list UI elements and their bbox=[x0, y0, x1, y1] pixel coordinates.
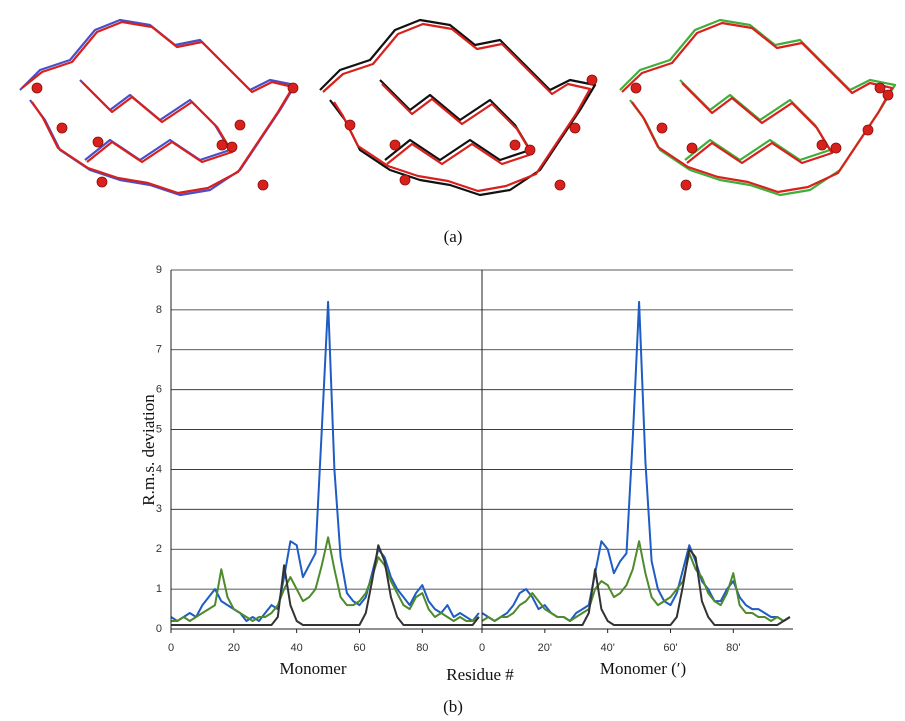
x-tick-label: 80 bbox=[416, 642, 428, 654]
y-tick-label: 8 bbox=[156, 304, 162, 316]
series-line bbox=[482, 541, 790, 621]
x-tick-label: 20 bbox=[228, 642, 240, 654]
x-tick-label: 60' bbox=[663, 642, 677, 654]
panel-a-label: (a) bbox=[444, 227, 463, 246]
y-axis-title: R.m.s. deviation bbox=[139, 394, 158, 506]
x-tick-label: 40' bbox=[600, 642, 614, 654]
x-tick-label: 40 bbox=[291, 642, 303, 654]
plot: 0 1 2 3 4 5 6 7 8 9 0 20 40 60 80 0 20' 40' 60' 80' bbox=[156, 264, 793, 654]
x-panel-title: Monomer (′) bbox=[600, 659, 686, 678]
x-tick-label: 20' bbox=[538, 642, 552, 654]
series-line bbox=[482, 549, 790, 625]
y-tick-label: 6 bbox=[156, 384, 162, 396]
x-panel-title: Monomer bbox=[279, 659, 346, 678]
y-tick-label: 4 bbox=[156, 463, 162, 475]
structure-blue-red bbox=[20, 20, 298, 195]
x-tick-label: 0 bbox=[479, 642, 485, 654]
structure-black-red bbox=[320, 20, 597, 195]
y-tick-label: 2 bbox=[156, 543, 162, 555]
x-tick-label: 80' bbox=[726, 642, 740, 654]
y-tick-label: 1 bbox=[156, 583, 162, 595]
y-tick-label: 9 bbox=[156, 264, 162, 276]
series-line bbox=[171, 537, 479, 621]
x-tick-label: 0 bbox=[168, 642, 174, 654]
y-tick-label: 5 bbox=[156, 423, 162, 435]
panel-b-label: (b) bbox=[443, 697, 463, 716]
y-tick-label: 3 bbox=[156, 503, 162, 515]
y-tick-label: 7 bbox=[156, 344, 162, 356]
structure-green-red bbox=[620, 20, 895, 195]
figure: (a) (b) Residue # R.m.s. deviation Monom… bbox=[0, 0, 905, 721]
x-tick-label: 60 bbox=[353, 642, 365, 654]
x-axis-title: Residue # bbox=[446, 665, 514, 684]
y-tick-label: 0 bbox=[156, 623, 162, 635]
